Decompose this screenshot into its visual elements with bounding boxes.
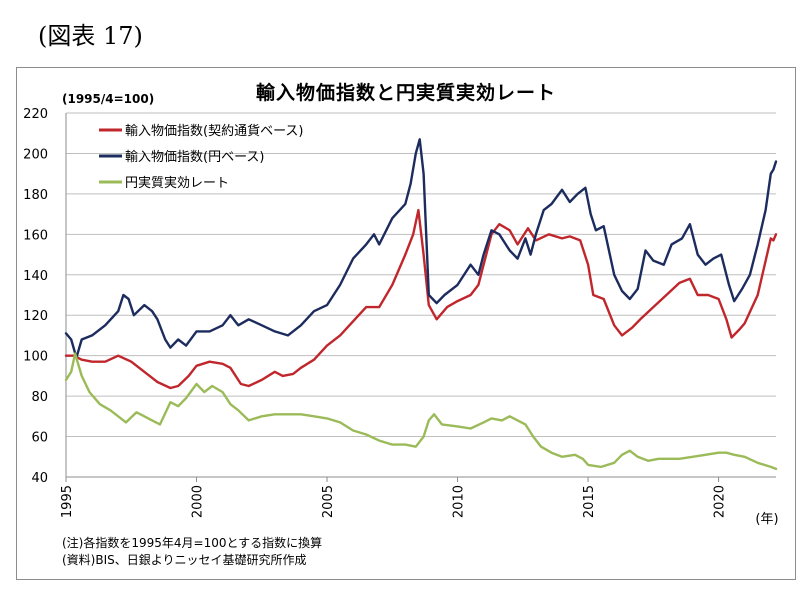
y-tick-label: 220 (23, 107, 48, 122)
y-tick-label: 80 (31, 390, 48, 405)
y-tick-label: 160 (23, 228, 48, 243)
series-line-1 (64, 208, 778, 390)
series-line-2 (64, 138, 778, 359)
axes: 40 60 80 100 120 140 160 180 200 220 1995 2000 2005 2… (23, 107, 778, 527)
y-tick-label: 180 (23, 188, 48, 203)
x-tick-label: 1995 (60, 485, 75, 518)
y-tick-label: 140 (23, 269, 48, 284)
legend-label-2: 輸入物価指数(円ベース) (125, 150, 265, 165)
chart-frame (16, 67, 796, 580)
y-tick-label: 40 (31, 471, 48, 486)
y-tick-label: 120 (23, 309, 48, 324)
x-axis-unit-label: (年) (755, 512, 778, 527)
y-tick-label: 100 (23, 350, 48, 365)
series-lines (64, 138, 778, 471)
legend-label-1: 輸入物価指数(契約通貨ベース) (125, 123, 304, 139)
y-axis-unit-label: (1995/4=100) (62, 92, 155, 106)
chart-title: 輸入物価指数と円実質実効レート (255, 82, 556, 104)
x-tick-label: 2015 (582, 485, 597, 518)
figure-label: (図表 17) (38, 22, 143, 50)
x-tick-label: 2010 (452, 485, 467, 518)
y-tick-label: 60 (31, 431, 48, 446)
series-line-3 (64, 352, 778, 471)
x-tick-label: 2020 (713, 485, 728, 518)
grid-lines (66, 112, 776, 478)
y-tick-label: 200 (23, 147, 48, 162)
note-text: (注)各指数を1995年4月=100とする指数に換算 (62, 536, 323, 550)
x-tick-label: 2005 (321, 485, 336, 518)
source-text: (資料)BIS、日銀よりニッセイ基礎研究所作成 (62, 553, 307, 567)
legend: 輸入物価指数(契約通貨ベース) 輸入物価指数(円ベース) 円実質実効レート (99, 123, 304, 191)
x-tick-label: 2000 (191, 485, 206, 518)
legend-label-3: 円実質実効レート (125, 175, 229, 191)
